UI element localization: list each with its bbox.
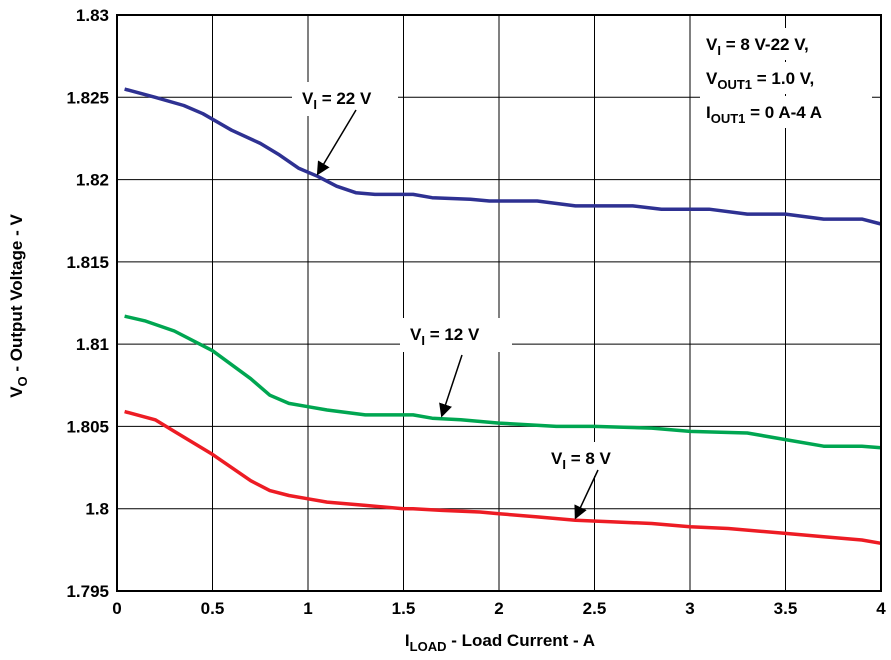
condition-bg [700,62,872,94]
condition-line: IOUT1 = 0 A-4 A [706,103,822,126]
plot-frame [116,14,882,592]
x-axis-label: ILOAD - Load Current - A [405,631,595,654]
annotation-bg [400,318,512,352]
annotation-arrow-vi12 [439,354,463,418]
series-line-vi8 [124,409,882,546]
annotation-bg [541,442,637,476]
annotation-vi22: VI = 22 V [302,89,372,112]
x-tick-label: 4 [876,599,886,618]
y-tick-label: 1.795 [66,582,109,601]
y-tick-label: 1.8 [85,500,109,519]
y-tick-label: 1.825 [66,88,109,107]
annotation-vi8: VI = 8 V [551,449,612,472]
series-line-vi22 [124,87,882,226]
x-tick-label: 1.5 [392,599,416,618]
annotation-vi12: VI = 12 V [410,325,480,348]
series-line-vi12 [124,314,882,450]
x-tick-label: 2 [494,599,503,618]
x-tick-label: 0 [112,599,121,618]
y-tick-label: 1.83 [76,6,109,25]
condition-bg [700,28,872,60]
x-tick-label: 2.5 [583,599,607,618]
y-tick-label: 1.805 [66,417,109,436]
annotation-arrow-vi22 [316,109,357,176]
condition-bg [700,96,872,128]
x-tick-labels: 0 0.5 1 1.5 2 2.5 3 3.5 4 [112,599,886,618]
annotation-arrow-vi8 [574,469,599,520]
y-tick-label: 1.81 [76,335,109,354]
y-tick-label: 1.82 [76,171,109,190]
x-tick-label: 3.5 [774,599,798,618]
y-axis-label: VO - Output Voltage - V [7,214,30,398]
condition-line: VOUT1 = 1.0 V, [706,69,814,92]
x-tick-label: 3 [685,599,694,618]
x-tick-label: 0.5 [201,599,225,618]
y-tick-labels: 1.795 1.8 1.805 1.81 1.815 1.82 1.825 1.83 [66,6,109,601]
annotations: VI = 22 V VI = 12 V VI = 8 V VI = 8 V-22 V,… [292,28,872,520]
annotation-bg [292,82,398,116]
condition-line: VI = 8 V-22 V, [706,35,809,58]
x-tick-label: 1 [303,599,312,618]
y-tick-label: 1.815 [66,253,109,272]
series-lines [124,87,882,546]
